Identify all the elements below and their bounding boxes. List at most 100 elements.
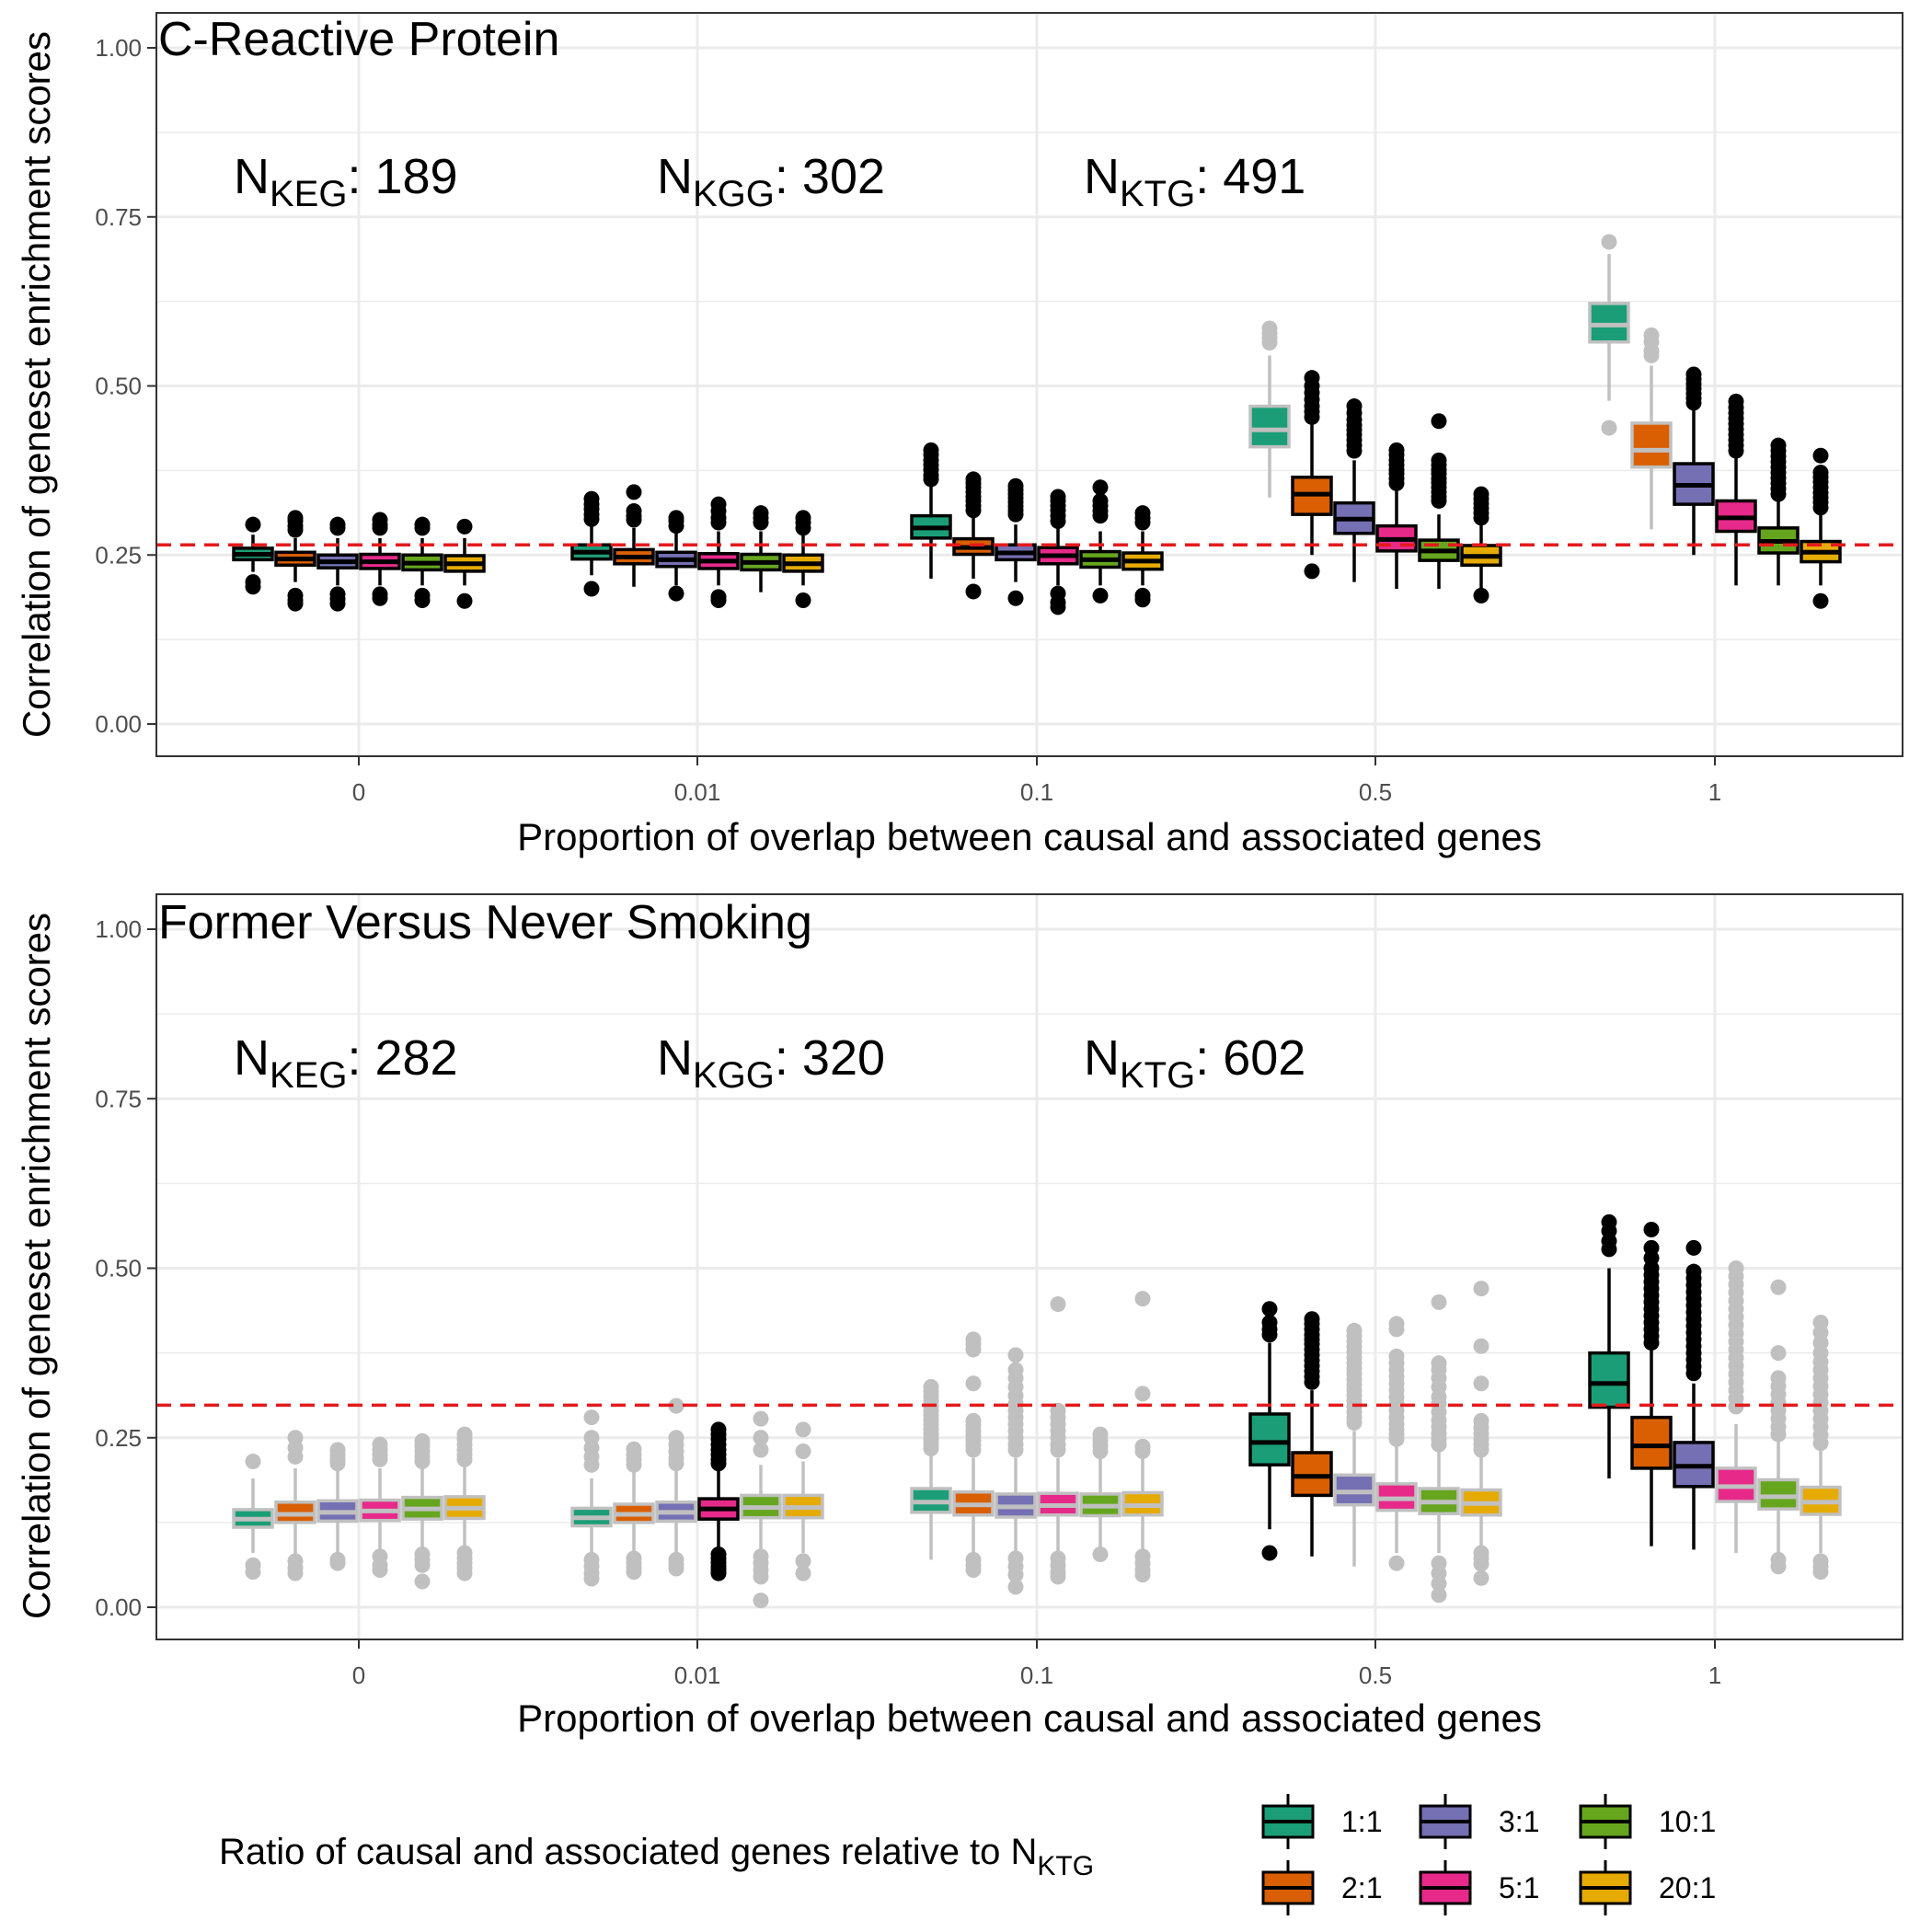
outlier-point bbox=[965, 1442, 982, 1458]
box-20:1 bbox=[1800, 1314, 1842, 1581]
panel-border bbox=[155, 893, 1903, 1640]
box-20:1 bbox=[782, 1421, 824, 1581]
legend-key-5:1: 5:1 bbox=[1419, 1860, 1539, 1915]
box-2:1 bbox=[1630, 1221, 1673, 1547]
outlier-point bbox=[372, 590, 388, 606]
box-2:1 bbox=[1291, 1311, 1333, 1557]
outlier-point bbox=[795, 1421, 811, 1438]
outlier-point bbox=[668, 585, 684, 602]
n-label-main: N bbox=[657, 1030, 693, 1086]
box-2:1 bbox=[952, 1331, 995, 1578]
y-tick-label: 0.50 bbox=[95, 373, 142, 400]
outlier-point bbox=[1473, 587, 1489, 604]
outlier-point bbox=[1812, 500, 1829, 516]
outlier-point bbox=[1050, 1569, 1066, 1585]
outlier-point bbox=[456, 592, 473, 609]
outlier-point bbox=[1431, 413, 1447, 430]
outlier-point bbox=[1092, 1443, 1109, 1459]
box-5:1 bbox=[1715, 393, 1757, 586]
outlier-point bbox=[287, 522, 304, 538]
outlier-point bbox=[414, 520, 431, 536]
x-axis-title: Proportion of overlap between causal and… bbox=[517, 815, 1542, 858]
box-3:1 bbox=[995, 1347, 1037, 1595]
y-tick-label: 0.75 bbox=[95, 1085, 142, 1112]
box-2:1 bbox=[1291, 370, 1333, 580]
box-1:1 bbox=[1248, 320, 1291, 498]
outlier-point bbox=[1728, 443, 1744, 459]
n-label-sub: KTG bbox=[1120, 174, 1195, 214]
box-rect bbox=[1248, 1412, 1291, 1466]
outlier-point bbox=[1643, 347, 1660, 363]
outlier-point bbox=[965, 1561, 982, 1578]
outlier-point bbox=[1643, 1335, 1660, 1351]
x-tick-label: 0 bbox=[352, 778, 365, 806]
outlier-point bbox=[710, 514, 727, 531]
n-label-value: : 189 bbox=[347, 149, 457, 204]
n-label: NKEG: 189 bbox=[234, 149, 458, 214]
box-10:1 bbox=[740, 505, 782, 592]
outlier-point bbox=[795, 1565, 811, 1581]
outlier-point bbox=[1431, 1294, 1447, 1310]
n-label-main: N bbox=[657, 149, 693, 204]
panel-border bbox=[155, 12, 1903, 757]
box-2:1 bbox=[613, 484, 655, 587]
box-1:1 bbox=[232, 1454, 274, 1581]
outlier-point bbox=[1685, 1239, 1702, 1256]
n-label-sub: KTG bbox=[1120, 1055, 1195, 1096]
box-20:1 bbox=[782, 510, 824, 608]
outlier-point bbox=[1050, 513, 1066, 529]
outlier-point bbox=[1007, 1579, 1024, 1595]
outlier-point bbox=[965, 1341, 982, 1358]
outlier-point bbox=[1388, 1431, 1405, 1447]
y-tick-label: 0.25 bbox=[95, 1424, 142, 1452]
legend-label: 3:1 bbox=[1499, 1805, 1539, 1838]
box-2:1 bbox=[952, 471, 995, 600]
y-axis-title: Correlation of geneset enrichment scores bbox=[15, 913, 58, 1619]
outlier-point bbox=[1388, 475, 1405, 491]
legend: Ratio of causal and associated genes rel… bbox=[219, 1794, 1716, 1915]
outlier-point bbox=[1473, 1281, 1489, 1297]
outlier-point bbox=[1770, 1426, 1787, 1443]
x-axis-title: Proportion of overlap between causal and… bbox=[517, 1696, 1542, 1740]
y-tick-label: 0.75 bbox=[95, 203, 142, 231]
outlier-point bbox=[329, 520, 346, 536]
outlier-point bbox=[1134, 1386, 1151, 1402]
outlier-point bbox=[583, 581, 600, 597]
n-label-sub: KEG bbox=[270, 174, 347, 214]
box-rect bbox=[1291, 1451, 1333, 1498]
outlier-point bbox=[1388, 1555, 1405, 1571]
outlier-point bbox=[456, 1451, 473, 1467]
outlier-point bbox=[1473, 1570, 1489, 1586]
outlier-point bbox=[1431, 492, 1447, 509]
box-2:1 bbox=[274, 510, 316, 612]
legend-key-3:1: 3:1 bbox=[1419, 1794, 1539, 1849]
box-1:1 bbox=[1588, 234, 1630, 436]
box-10:1 bbox=[1757, 437, 1800, 586]
legend-key-2:1: 2:1 bbox=[1261, 1860, 1382, 1915]
panel-title: C-Reactive Protein bbox=[158, 13, 559, 66]
outlier-point bbox=[456, 1565, 473, 1581]
n-label-main: N bbox=[1084, 1030, 1120, 1086]
outlier-point bbox=[965, 583, 982, 600]
outlier-point bbox=[245, 579, 261, 595]
n-label-sub: KEG bbox=[270, 1055, 347, 1096]
outlier-point bbox=[1134, 592, 1151, 608]
outlier-point bbox=[753, 1569, 769, 1585]
box-5:1 bbox=[359, 512, 401, 606]
outlier-point bbox=[583, 511, 600, 527]
outlier-point bbox=[1050, 1296, 1066, 1313]
outlier-point bbox=[1092, 1547, 1109, 1563]
box-5:1 bbox=[1375, 442, 1418, 589]
outlier-point bbox=[372, 520, 388, 536]
box-3:1 bbox=[1673, 366, 1715, 556]
outlier-point bbox=[1812, 592, 1829, 609]
outlier-point bbox=[668, 1455, 684, 1472]
outlier-point bbox=[1304, 563, 1320, 580]
box-20:1 bbox=[1121, 505, 1164, 608]
n-label-main: N bbox=[234, 149, 270, 204]
n-label-value: : 282 bbox=[347, 1030, 457, 1086]
y-tick-label: 0.25 bbox=[95, 541, 142, 569]
outlier-point bbox=[583, 1570, 600, 1587]
x-tick-label: 0.1 bbox=[1020, 1662, 1053, 1689]
box-3:1 bbox=[655, 1397, 697, 1577]
